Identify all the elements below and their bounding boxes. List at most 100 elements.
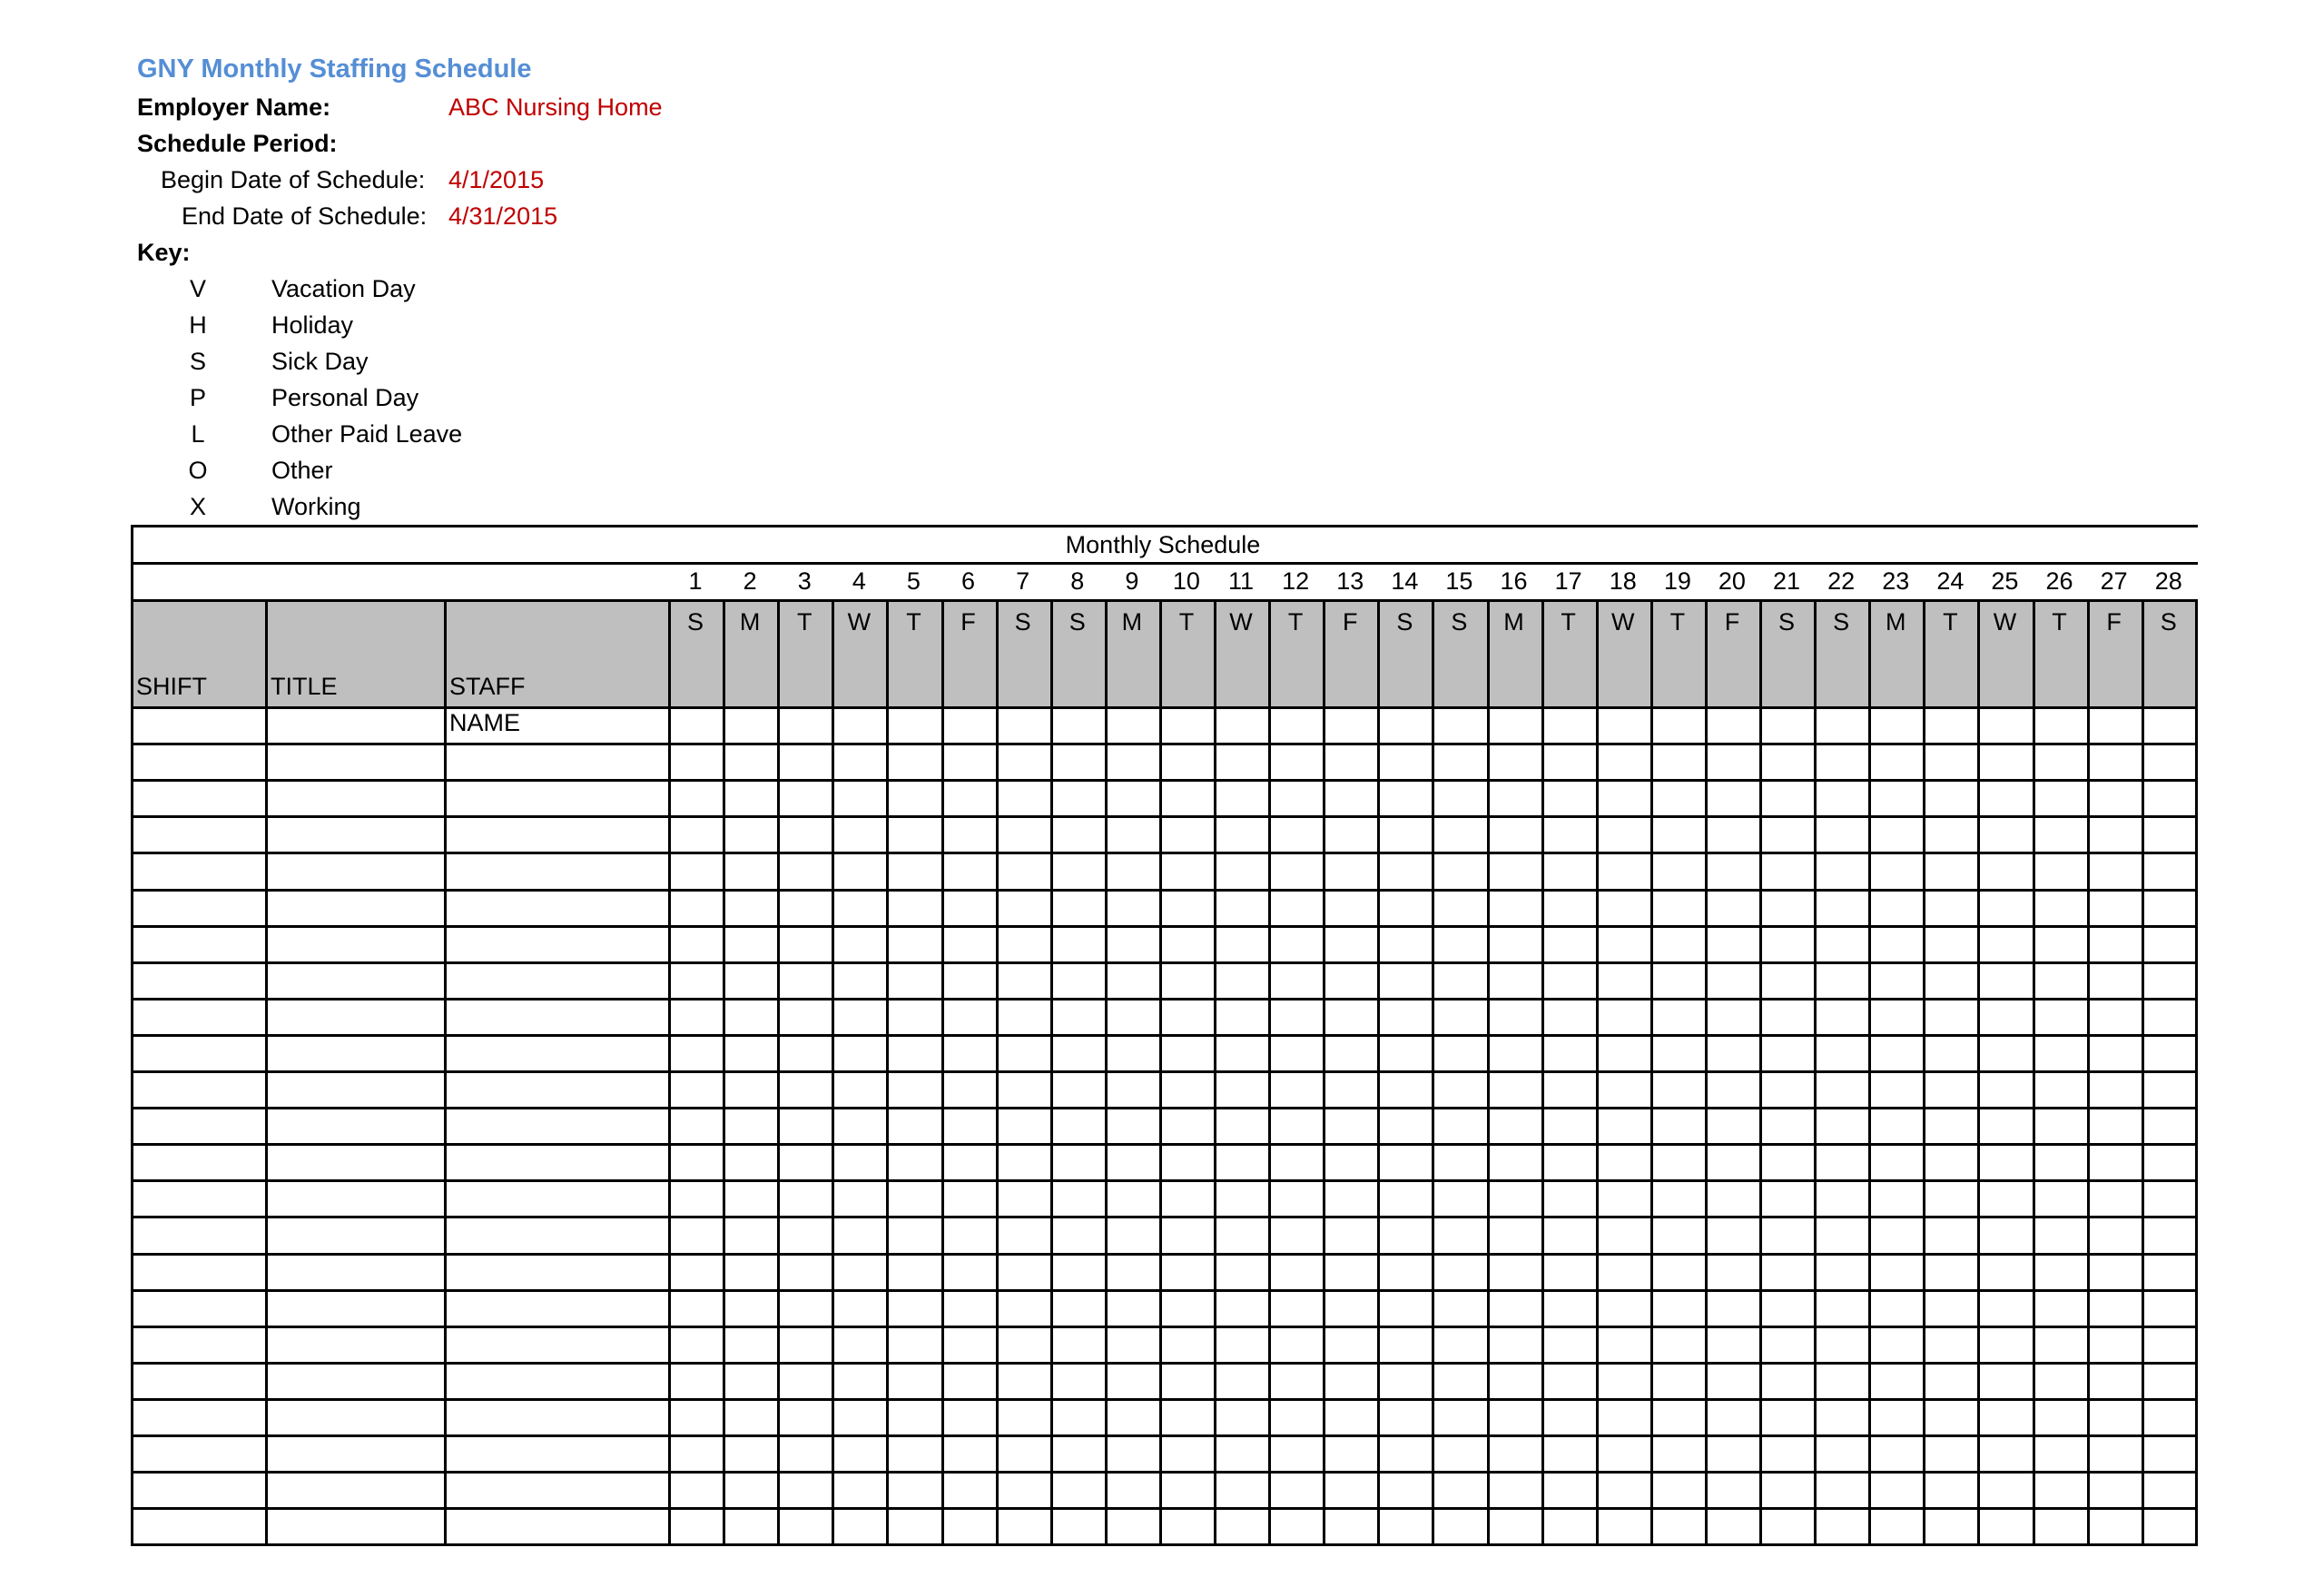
- day-cell[interactable]: [941, 1143, 996, 1179]
- day-cell[interactable]: [2033, 1507, 2087, 1543]
- day-cell[interactable]: [1814, 998, 1868, 1034]
- day-cell[interactable]: [2087, 1326, 2142, 1362]
- day-cell[interactable]: [1159, 1362, 1214, 1398]
- day-cell[interactable]: [832, 1507, 886, 1543]
- shift-cell[interactable]: [131, 1434, 265, 1471]
- day-cell[interactable]: [1814, 925, 1868, 961]
- day-cell[interactable]: [2087, 1507, 2142, 1543]
- day-cell[interactable]: [832, 1434, 886, 1471]
- day-cell[interactable]: [1923, 852, 1977, 888]
- day-cell[interactable]: [1268, 1507, 1323, 1543]
- day-cell[interactable]: [668, 1289, 723, 1326]
- shift-cell[interactable]: [131, 1179, 265, 1216]
- day-cell[interactable]: [1487, 1179, 1541, 1216]
- title-cell[interactable]: [265, 1289, 444, 1326]
- day-cell[interactable]: [1596, 1326, 1650, 1362]
- day-cell[interactable]: [1377, 1434, 1432, 1471]
- day-cell[interactable]: [941, 961, 996, 998]
- day-cell[interactable]: [832, 815, 886, 852]
- day-cell[interactable]: [777, 706, 832, 743]
- day-cell[interactable]: [1977, 1289, 2032, 1326]
- shift-cell[interactable]: [131, 1507, 265, 1543]
- title-cell[interactable]: [265, 779, 444, 815]
- day-cell[interactable]: [1159, 998, 1214, 1034]
- day-cell[interactable]: [1432, 1070, 1486, 1107]
- day-cell[interactable]: [1105, 1289, 1159, 1326]
- day-cell[interactable]: [1050, 1107, 1105, 1143]
- day-cell[interactable]: [1377, 1289, 1432, 1326]
- day-cell[interactable]: [1759, 1253, 1814, 1289]
- day-cell[interactable]: [668, 815, 723, 852]
- day-cell[interactable]: [1377, 1471, 1432, 1507]
- day-cell[interactable]: [1705, 1107, 1759, 1143]
- day-cell[interactable]: [2087, 779, 2142, 815]
- day-cell[interactable]: [996, 1253, 1050, 1289]
- day-cell[interactable]: [1377, 815, 1432, 852]
- day-cell[interactable]: [996, 1434, 1050, 1471]
- day-cell[interactable]: [1596, 1253, 1650, 1289]
- day-cell[interactable]: [1868, 815, 1923, 852]
- day-cell[interactable]: [1868, 925, 1923, 961]
- day-cell[interactable]: [1050, 1362, 1105, 1398]
- day-cell[interactable]: [1868, 998, 1923, 1034]
- day-cell[interactable]: [1923, 1216, 1977, 1252]
- day-cell[interactable]: [723, 1362, 777, 1398]
- day-cell[interactable]: [1487, 925, 1541, 961]
- day-cell[interactable]: [1105, 706, 1159, 743]
- day-cell[interactable]: [1541, 925, 1596, 961]
- day-cell[interactable]: [886, 743, 940, 779]
- day-cell[interactable]: [2033, 1216, 2087, 1252]
- day-cell[interactable]: [1650, 1216, 1705, 1252]
- day-cell[interactable]: [1105, 1216, 1159, 1252]
- shift-cell[interactable]: [131, 1289, 265, 1326]
- day-cell[interactable]: [996, 815, 1050, 852]
- day-cell[interactable]: [1759, 1398, 1814, 1434]
- day-cell[interactable]: [941, 1253, 996, 1289]
- day-cell[interactable]: [2142, 1507, 2196, 1543]
- day-cell[interactable]: [886, 1253, 940, 1289]
- day-cell[interactable]: [2142, 706, 2196, 743]
- day-cell[interactable]: [1105, 1434, 1159, 1471]
- day-cell[interactable]: [1650, 1253, 1705, 1289]
- day-cell[interactable]: [1050, 815, 1105, 852]
- day-cell[interactable]: [941, 1216, 996, 1252]
- day-cell[interactable]: [1323, 852, 1377, 888]
- day-cell[interactable]: [1705, 1143, 1759, 1179]
- shift-cell[interactable]: [131, 815, 265, 852]
- day-cell[interactable]: [723, 1216, 777, 1252]
- day-cell[interactable]: [2087, 1471, 2142, 1507]
- title-cell[interactable]: [265, 889, 444, 925]
- day-cell[interactable]: [996, 1289, 1050, 1326]
- day-cell[interactable]: [1596, 779, 1650, 815]
- day-cell[interactable]: [1050, 1216, 1105, 1252]
- day-cell[interactable]: [1977, 1507, 2032, 1543]
- day-cell[interactable]: [1650, 1434, 1705, 1471]
- day-cell[interactable]: [1923, 1471, 1977, 1507]
- day-cell[interactable]: [941, 1289, 996, 1326]
- day-cell[interactable]: [1759, 1326, 1814, 1362]
- day-cell[interactable]: [1541, 961, 1596, 998]
- day-cell[interactable]: [668, 1434, 723, 1471]
- day-cell[interactable]: [1868, 1070, 1923, 1107]
- day-cell[interactable]: [886, 998, 940, 1034]
- day-cell[interactable]: [1705, 1070, 1759, 1107]
- day-cell[interactable]: [1432, 1398, 1486, 1434]
- day-cell[interactable]: [1377, 1034, 1432, 1070]
- day-cell[interactable]: [996, 889, 1050, 925]
- day-cell[interactable]: [1050, 1034, 1105, 1070]
- day-cell[interactable]: [1377, 1179, 1432, 1216]
- day-cell[interactable]: [1868, 889, 1923, 925]
- day-cell[interactable]: [1050, 925, 1105, 961]
- day-cell[interactable]: [1487, 706, 1541, 743]
- day-cell[interactable]: [1705, 1034, 1759, 1070]
- day-cell[interactable]: [1650, 815, 1705, 852]
- day-cell[interactable]: [1268, 1070, 1323, 1107]
- day-cell[interactable]: [1868, 1434, 1923, 1471]
- day-cell[interactable]: [1868, 961, 1923, 998]
- day-cell[interactable]: [668, 1107, 723, 1143]
- day-cell[interactable]: [1650, 706, 1705, 743]
- day-cell[interactable]: [1159, 815, 1214, 852]
- day-cell[interactable]: [2087, 889, 2142, 925]
- day-cell[interactable]: [2087, 1434, 2142, 1471]
- day-cell[interactable]: [1214, 961, 1268, 998]
